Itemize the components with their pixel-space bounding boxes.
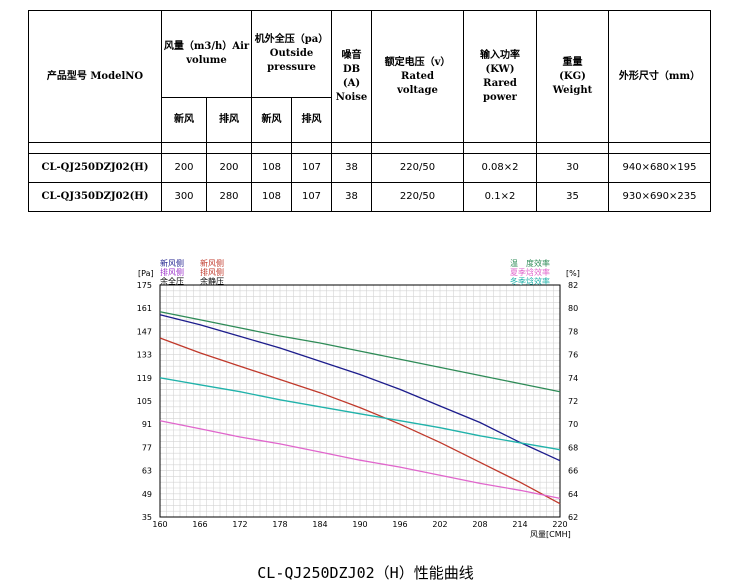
- x-axis-label: 风量[CMH]: [530, 530, 571, 539]
- cell-noise: 38: [331, 153, 372, 183]
- legend-left-entry: 余全压: [160, 276, 184, 286]
- table-row: CL-QJ350DZJ02(H) 300 280 108 107 38 220/…: [28, 182, 711, 212]
- header-power: 输入功率 (KW) Rared power: [463, 10, 537, 143]
- y-left-tick-label: 105: [137, 397, 152, 406]
- y-right-tick-label: 76: [568, 351, 578, 360]
- legend-right-entry: 温 度效率: [510, 258, 550, 268]
- cell-power: 0.08×2: [463, 153, 537, 183]
- spec-table: 产品型号 ModelNO 风量（m3/h）Air volume 机外全压（pa） O…: [28, 10, 711, 212]
- cell-pressure-fresh: 108: [251, 182, 292, 212]
- header-size: 外形尺寸（mm）: [608, 10, 711, 143]
- table-row: CL-QJ250DZJ02(H) 200 200 108 107 38 220/…: [28, 153, 711, 183]
- x-tick-label: 184: [312, 520, 327, 529]
- x-tick-label: 178: [272, 520, 287, 529]
- x-tick-label: 172: [232, 520, 247, 529]
- legend-left-entry: 排风侧: [160, 267, 184, 277]
- x-tick-label: 190: [352, 520, 367, 529]
- cell-model: CL-QJ350DZJ02(H): [28, 182, 162, 212]
- y-left-tick-label: 49: [142, 490, 152, 499]
- cell-weight: 35: [536, 182, 609, 212]
- cell-air-fresh: 300: [161, 182, 207, 212]
- x-tick-label: 202: [432, 520, 447, 529]
- header-model: 产品型号 ModelNO: [28, 10, 162, 143]
- y-left-tick-label: 147: [137, 327, 152, 336]
- chart-title: CL-QJ250DZJ02（H）性能曲线: [257, 564, 474, 582]
- cell-model: CL-QJ250DZJ02(H): [28, 153, 162, 183]
- x-tick-label: 160: [152, 520, 167, 529]
- y-right-tick-label: 82: [568, 281, 578, 290]
- cell-power: 0.1×2: [463, 182, 537, 212]
- header-airflow: 风量（m3/h）Air volume: [161, 10, 252, 98]
- cell-voltage: 220/50: [371, 153, 464, 183]
- series-line: [159, 311, 561, 393]
- header-air-fresh: 新风: [161, 97, 207, 143]
- y-right-axis-label: [%]: [566, 269, 580, 278]
- cell-air-exhaust: 280: [206, 182, 252, 212]
- cell-air-fresh: 200: [161, 153, 207, 183]
- performance-chart: 160 166 172 178 184 190 196 202 208 214 220 35 49 63 7…: [137, 258, 580, 539]
- y-left-tick-label: 119: [137, 374, 152, 383]
- y-right-tick-label: 80: [568, 304, 578, 313]
- y-left-axis-label: [Pa]: [138, 269, 154, 278]
- y-right-tick-label: 78: [568, 327, 578, 336]
- cell-air-exhaust: 200: [206, 153, 252, 183]
- y-right-tick-label: 66: [568, 467, 578, 476]
- x-tick-label: 208: [472, 520, 487, 529]
- y-left-tick-label: 133: [137, 351, 152, 360]
- cell-pressure-exhaust: 107: [291, 182, 332, 212]
- legend-left-entry: 新风侧: [200, 258, 224, 268]
- x-tick-label: 196: [392, 520, 407, 529]
- y-right-tick-label: 62: [568, 513, 578, 522]
- legend-left-entry: 排风侧: [200, 267, 224, 277]
- cell-voltage: 220/50: [371, 182, 464, 212]
- x-tick-label: 220: [552, 520, 567, 529]
- y-left-tick-label: 161: [137, 304, 152, 313]
- series-line: [159, 420, 561, 500]
- cell-pressure-exhaust: 107: [291, 153, 332, 183]
- y-right-tick-label: 74: [568, 374, 578, 383]
- header-voltage: 额定电压（v） Rated voltage: [371, 10, 464, 143]
- y-right-tick-label: 64: [568, 490, 578, 499]
- cell-size: 930×690×235: [608, 182, 711, 212]
- cell-noise: 38: [331, 182, 372, 212]
- y-left-tick-label: 175: [137, 281, 152, 290]
- header-weight: 重量 (KG) Weight: [536, 10, 609, 143]
- y-left-tick-label: 63: [142, 467, 152, 476]
- legend-left-entry: 新风侧: [160, 258, 184, 268]
- y-right-tick-label: 68: [568, 443, 578, 452]
- header-pressure: 机外全压（pa） Outside pressure: [251, 10, 332, 98]
- cell-weight: 30: [536, 153, 609, 183]
- series-line: [159, 337, 561, 505]
- header-pressure-fresh: 新风: [251, 97, 292, 143]
- y-left-tick-label: 35: [142, 513, 152, 522]
- header-pressure-exhaust: 排风: [291, 97, 332, 143]
- legend-right-entry: 冬季焓效率: [510, 276, 550, 286]
- y-left-tick-label: 91: [142, 420, 152, 429]
- series-line: [159, 377, 561, 451]
- legend-left-entry: 余静压: [200, 276, 224, 286]
- x-tick-label: 214: [512, 520, 527, 529]
- y-left-tick-label: 77: [142, 443, 152, 452]
- y-right-tick-label: 70: [568, 420, 578, 429]
- cell-size: 940×680×195: [608, 153, 711, 183]
- header-air-exhaust: 排风: [206, 97, 252, 143]
- cell-pressure-fresh: 108: [251, 153, 292, 183]
- legend-right-entry: 夏季焓效率: [510, 267, 550, 277]
- plot-frame: [159, 284, 561, 518]
- y-right-tick-label: 72: [568, 397, 578, 406]
- series-line: [159, 314, 561, 462]
- header-noise: 噪音DB (A) Noise: [331, 10, 372, 143]
- x-tick-label: 166: [192, 520, 207, 529]
